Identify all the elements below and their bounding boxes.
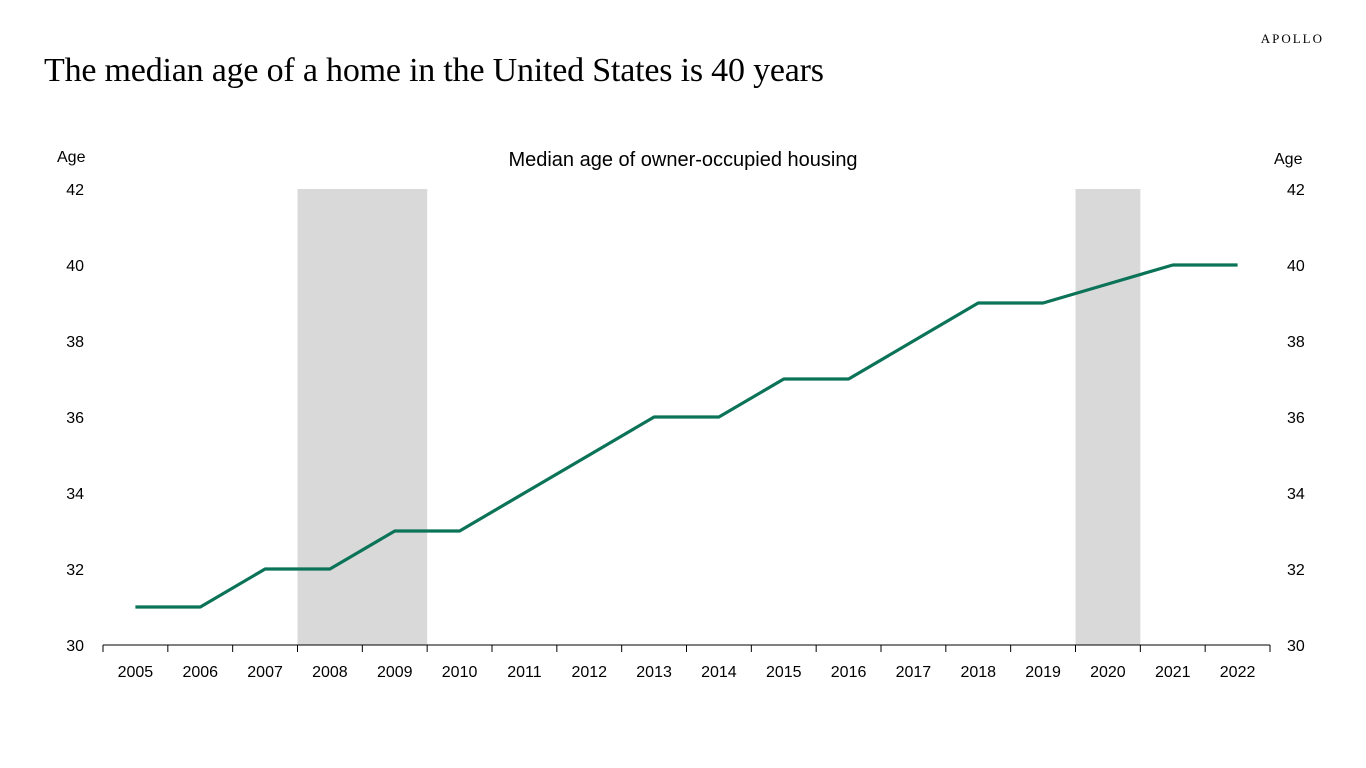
- y-tick-label-right: 38: [1287, 334, 1305, 351]
- y-tick-label-left: 38: [66, 334, 84, 351]
- y-tick-label-right: 34: [1287, 486, 1305, 503]
- y-tick-label-left: 32: [66, 562, 84, 579]
- x-tick-label: 2019: [1025, 664, 1061, 681]
- x-tick-label: 2021: [1155, 664, 1191, 681]
- page-title: The median age of a home in the United S…: [44, 52, 824, 89]
- y-tick-label-left: 40: [66, 258, 84, 275]
- y-tick-label-left: 30: [66, 638, 84, 655]
- x-tick-label: 2013: [636, 664, 672, 681]
- y-tick-label-right: 40: [1287, 258, 1305, 275]
- y-axis-label-right: Age: [1274, 151, 1303, 168]
- y-tick-label-right: 30: [1287, 638, 1305, 655]
- chart-labels: Median age of owner-occupied housing Age…: [57, 149, 1303, 171]
- x-tick-label: 2020: [1090, 664, 1126, 681]
- y-tick-label-right: 36: [1287, 410, 1305, 427]
- y-tick-label-right: 42: [1287, 182, 1305, 199]
- x-tick-label: 2014: [701, 664, 737, 681]
- brand-logo: APOLLO: [1260, 31, 1324, 46]
- x-tick-label: 2016: [831, 664, 867, 681]
- recession-band: [1075, 189, 1141, 645]
- x-tick-label: 2022: [1220, 664, 1256, 681]
- x-tick-label: 2005: [118, 664, 154, 681]
- x-tick-label: 2017: [896, 664, 932, 681]
- x-tick-label: 2009: [377, 664, 413, 681]
- y-tick-label-right: 32: [1287, 562, 1305, 579]
- x-tick-label: 2015: [766, 664, 802, 681]
- x-tick-label: 2008: [312, 664, 348, 681]
- y-axis-label-left: Age: [57, 149, 86, 166]
- series-layer: [135, 263, 1238, 609]
- x-tick-label: 2018: [960, 664, 996, 681]
- y-tick-label-left: 36: [66, 410, 84, 427]
- x-tick-label: 2010: [442, 664, 478, 681]
- x-tick-label: 2006: [182, 664, 218, 681]
- x-tick-label: 2007: [247, 664, 283, 681]
- chart-axes: 2005 2006 2007 2008 2009 2010 2011 2012 2013 2014…: [66, 182, 1305, 681]
- x-tick-label: 2011: [507, 664, 542, 681]
- recession-band: [297, 189, 428, 645]
- x-tick-label: 2012: [571, 664, 607, 681]
- y-tick-label-left: 34: [66, 486, 84, 503]
- series-line: [135, 263, 1238, 609]
- chart-title: Median age of owner-occupied housing: [508, 149, 857, 171]
- y-tick-label-left: 42: [66, 182, 84, 199]
